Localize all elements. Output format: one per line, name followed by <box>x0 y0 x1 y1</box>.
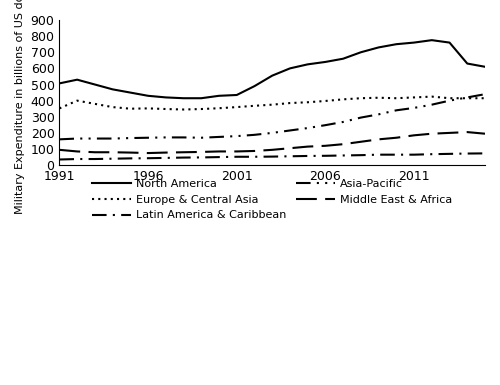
Y-axis label: Military Expenditure in billions of US dollars: Military Expenditure in billions of US d… <box>15 0 25 214</box>
Legend: North America, Europe & Central Asia, Latin America & Caribbean, Asia-Pacific, M: North America, Europe & Central Asia, La… <box>88 175 457 225</box>
